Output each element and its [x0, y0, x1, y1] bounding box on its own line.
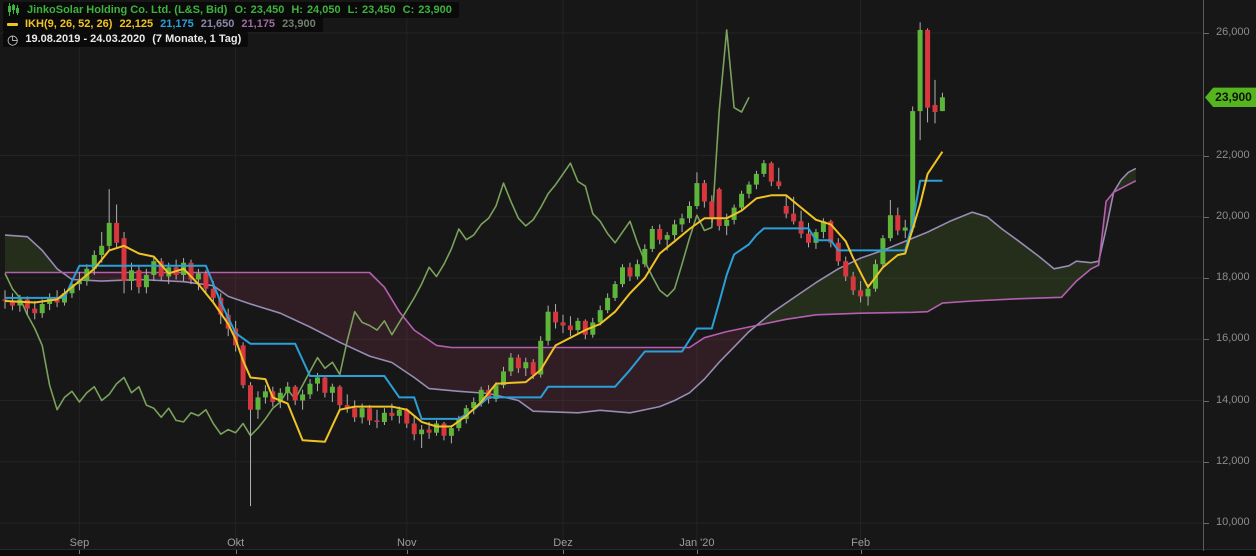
- low-label: L:: [347, 3, 358, 16]
- y-axis-tick: [1204, 155, 1209, 157]
- x-axis-label: Feb: [851, 537, 870, 549]
- y-axis-tick: [1204, 278, 1209, 279]
- close-value: 23,900: [418, 3, 452, 16]
- y-axis-label: 10,000: [1216, 516, 1250, 528]
- chikou-value: 23,900: [282, 18, 316, 30]
- x-axis-label: Jan '20: [679, 537, 714, 549]
- y-axis-line: [1203, 0, 1204, 551]
- open-label: O:: [234, 3, 247, 16]
- y-axis-label: 12,000: [1216, 454, 1250, 467]
- instrument-name[interactable]: JinkoSolar Holding Co. Ltd. (L&S, Bid): [27, 3, 228, 16]
- y-axis-label: 16,000: [1216, 332, 1250, 345]
- y-axis-tick: [1204, 523, 1209, 524]
- x-axis-tick: [696, 550, 698, 554]
- x-axis-label: Sep: [70, 537, 90, 549]
- x-axis-tick: [860, 550, 862, 554]
- period-label: (7 Monate, 1 Tag): [152, 33, 242, 45]
- y-axis-tick: [1204, 33, 1209, 34]
- time-axis-strip[interactable]: [0, 549, 1256, 556]
- last-price-badge: 23,900: [1205, 87, 1256, 107]
- y-axis-label: 18,000: [1216, 271, 1250, 283]
- kijun-value: 21,175: [160, 18, 194, 30]
- clock-icon: ◷: [7, 31, 19, 47]
- y-axis-label: 22,000: [1216, 148, 1250, 161]
- x-axis-label: Dez: [553, 537, 573, 549]
- indicator-line-icon: [7, 22, 18, 26]
- y-axis-label: 20,000: [1216, 209, 1250, 222]
- high-value: 24,050: [306, 3, 341, 16]
- date-range: 19.08.2019 - 24.03.2020: [25, 33, 146, 45]
- low-value: 23,450: [361, 3, 396, 16]
- x-axis-tick: [235, 550, 237, 554]
- x-axis-label: Okt: [227, 537, 244, 549]
- x-axis-tick: [563, 550, 564, 554]
- high-label: H:: [291, 3, 303, 16]
- y-axis-label: 26,000: [1216, 26, 1250, 38]
- indicator-label[interactable]: IKH(9, 26, 52, 26): [25, 18, 113, 30]
- y-axis-tick: [1204, 400, 1209, 402]
- y-axis-tick: [1204, 461, 1209, 463]
- open-value: 23,450: [250, 3, 285, 16]
- x-axis-label: Nov: [397, 537, 417, 549]
- candlestick-icon: [8, 3, 19, 16]
- senkou-a-value: 21,650: [200, 18, 235, 30]
- tenkan-value: 22,125: [119, 18, 154, 30]
- senkou-b-value: 21,175: [241, 18, 276, 30]
- x-axis-tick: [406, 550, 408, 554]
- instrument-header: JinkoSolar Holding Co. Ltd. (L&S, Bid) O…: [3, 2, 459, 18]
- x-axis-tick: [79, 550, 81, 554]
- y-axis-label: 14,000: [1216, 393, 1250, 406]
- close-label: C:: [402, 3, 415, 16]
- price-axis[interactable]: 26,000 22,000 20,000 18,000 16,000 14,000 12,0…: [1204, 0, 1256, 549]
- y-axis-tick: [1204, 339, 1209, 341]
- y-axis-tick: [1204, 216, 1209, 218]
- indicator-header: IKH(9, 26, 52, 26) 22,125 21,175 21,650 …: [3, 17, 323, 32]
- date-range-header: ◷ 19.08.2019 - 24.03.2020 (7 Monate, 1 T…: [3, 31, 249, 47]
